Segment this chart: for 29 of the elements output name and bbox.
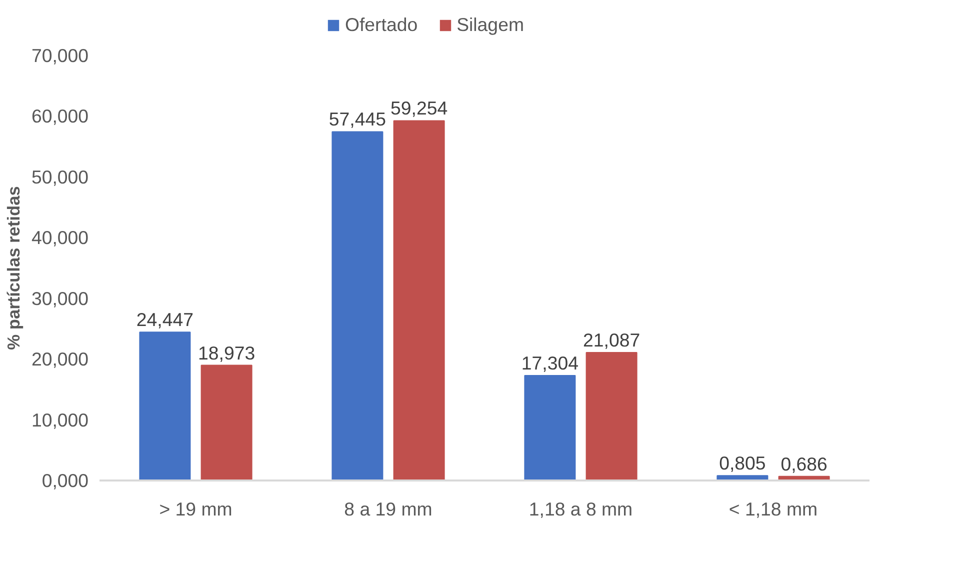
x-tick-label: < 1,18 mm [728, 498, 818, 520]
y-axis-title: % partículas retidas [3, 186, 24, 350]
y-tick-label: 50,000 [31, 166, 88, 188]
data-label: 57,445 [328, 108, 386, 130]
x-tick-label: 8 a 19 mm [344, 498, 432, 520]
legend-label: Silagem [456, 14, 524, 36]
bar [200, 364, 252, 480]
x-tick-label: 1,18 a 8 mm [528, 498, 633, 520]
bar [393, 120, 445, 480]
legend-label: Ofertado [344, 14, 418, 36]
data-label: 18,973 [198, 342, 256, 364]
y-tick-label: 20,000 [31, 348, 88, 370]
y-tick-label: 40,000 [31, 227, 88, 248]
y-tick-label: 10,000 [31, 409, 88, 430]
bar [586, 352, 638, 480]
y-tick-label: 70,000 [31, 45, 88, 66]
y-tick-label: 30,000 [31, 288, 88, 309]
y-tick-label: 60,000 [31, 106, 88, 127]
bar [332, 131, 384, 480]
data-label: 0,805 [719, 452, 766, 474]
bar [524, 374, 576, 480]
data-label: 0,686 [780, 453, 828, 474]
data-label: 17,304 [521, 352, 578, 374]
bar [139, 332, 191, 480]
data-label: 59,254 [390, 98, 448, 119]
x-tick-label: > 19 mm [159, 498, 232, 520]
data-label: 24,447 [136, 309, 194, 330]
data-label: 21,087 [583, 329, 640, 350]
y-tick-label: 0,000 [42, 470, 88, 491]
